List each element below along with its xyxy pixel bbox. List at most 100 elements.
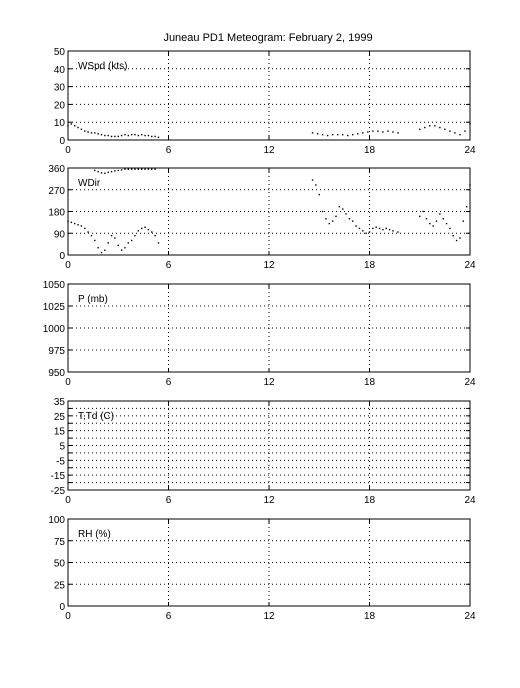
- data-point: [355, 225, 357, 227]
- y-tick-label: 40: [54, 65, 66, 76]
- data-point: [382, 131, 384, 133]
- data-point: [104, 249, 106, 251]
- data-point: [347, 134, 349, 137]
- data-point: [459, 133, 461, 136]
- data-point: [469, 184, 471, 186]
- data-point: [124, 247, 126, 249]
- y-tick-label: 25: [54, 580, 66, 591]
- data-point: [352, 220, 354, 222]
- data-point: [419, 215, 421, 218]
- x-tick-label: 18: [364, 611, 376, 622]
- data-point: [465, 205, 468, 208]
- panel-label: WSpd (kts): [78, 61, 127, 72]
- y-tick-label: 100: [48, 515, 65, 526]
- data-point: [100, 251, 103, 254]
- x-tick-label: 0: [65, 260, 71, 271]
- y-tick-label: 1000: [43, 324, 66, 335]
- data-point: [134, 133, 136, 136]
- y-tick-label: 90: [54, 229, 66, 240]
- data-point: [104, 134, 106, 137]
- data-point: [452, 234, 454, 237]
- data-point: [100, 172, 103, 174]
- data-point: [120, 169, 123, 171]
- data-point: [130, 239, 133, 242]
- data-point: [110, 170, 113, 173]
- x-tick-label: 0: [65, 495, 71, 506]
- data-point: [94, 239, 96, 242]
- x-tick-label: 0: [65, 145, 71, 156]
- data-point: [335, 215, 337, 218]
- data-point: [114, 135, 116, 138]
- y-tick-label: -5: [56, 456, 65, 467]
- x-tick-label: 0: [65, 611, 71, 622]
- data-point: [357, 133, 359, 135]
- data-point: [321, 133, 324, 136]
- y-tick-label: 10: [54, 118, 66, 129]
- x-tick-label: 24: [464, 377, 476, 388]
- data-point: [367, 131, 369, 133]
- y-tick-label: 50: [54, 47, 66, 58]
- data-point: [157, 136, 160, 139]
- x-tick-label: 24: [464, 611, 476, 622]
- data-point: [326, 134, 329, 137]
- y-tick-label: 1050: [43, 280, 66, 291]
- data-point: [67, 125, 69, 127]
- y-tick-label: 20: [54, 100, 66, 111]
- data-point: [77, 126, 79, 129]
- data-point: [141, 168, 143, 170]
- figure-title: Juneau PD1 Meteogram: February 2, 1999: [163, 32, 373, 44]
- data-point: [372, 130, 374, 132]
- data-point: [124, 133, 126, 136]
- data-point: [127, 134, 129, 137]
- data-point: [342, 208, 344, 210]
- x-tick-label: 18: [364, 260, 376, 271]
- x-tick-label: 24: [464, 495, 476, 506]
- data-point: [325, 218, 327, 220]
- data-point: [316, 133, 319, 135]
- x-tick-label: 6: [166, 377, 172, 388]
- data-point: [388, 228, 391, 231]
- data-point: [429, 125, 431, 127]
- data-point: [352, 133, 354, 136]
- y-tick-label: 15: [54, 427, 66, 438]
- data-point: [110, 135, 113, 138]
- y-tick-label: 0: [59, 136, 65, 147]
- data-point: [107, 171, 109, 174]
- data-point: [375, 226, 377, 228]
- data-point: [137, 230, 140, 232]
- data-point: [445, 222, 448, 225]
- data-point: [342, 133, 344, 136]
- data-point: [127, 242, 129, 244]
- panel-0: 0 6 12 18 24 0 10 20 30 40 50 WSpd (kts): [54, 47, 476, 156]
- data-point: [157, 242, 160, 244]
- data-point: [154, 168, 156, 170]
- data-point: [442, 218, 444, 220]
- data-point: [141, 133, 143, 136]
- data-point: [127, 168, 129, 170]
- data-point: [70, 221, 73, 224]
- panel-label: P (mb): [78, 294, 108, 305]
- data-point: [94, 169, 96, 172]
- data-point: [137, 134, 140, 137]
- data-point: [134, 234, 136, 237]
- x-tick-label: 6: [166, 611, 172, 622]
- x-tick-label: 6: [166, 260, 172, 271]
- x-tick-label: 12: [263, 145, 275, 156]
- x-tick-label: 6: [166, 145, 172, 156]
- panel-label: T,Td (C): [78, 411, 114, 422]
- data-point: [90, 234, 93, 237]
- data-point: [141, 227, 143, 230]
- data-point: [378, 227, 381, 230]
- data-point: [429, 222, 431, 225]
- data-point: [397, 132, 399, 134]
- data-point: [77, 224, 79, 226]
- data-point: [315, 184, 317, 186]
- panel-1: 0 6 12 18 24 0 90 180 270 360 WDir: [48, 164, 476, 271]
- data-point: [90, 132, 93, 134]
- data-point: [87, 231, 89, 233]
- y-tick-label: 50: [54, 559, 66, 570]
- data-point: [134, 168, 136, 170]
- data-point: [422, 210, 424, 213]
- data-point: [362, 132, 364, 134]
- data-point: [130, 168, 133, 170]
